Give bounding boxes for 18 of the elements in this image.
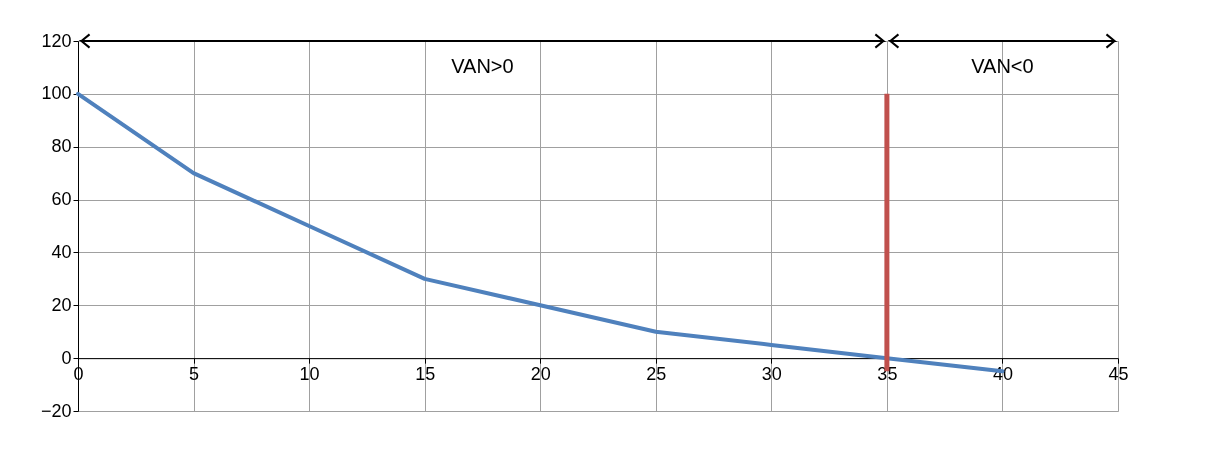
annotation: VAN<0 — [971, 55, 1034, 78]
y-tick-label: 20 — [51, 294, 72, 315]
y-tick-label: 100 — [41, 83, 72, 104]
x-tick-label: 5 — [189, 363, 200, 384]
x-tick-label: 10 — [299, 363, 320, 384]
y-tick-label: −20 — [40, 400, 72, 421]
x-tick-label: 45 — [1108, 363, 1129, 384]
x-tick-label: 30 — [761, 363, 782, 384]
annotation: VAN>0 — [451, 55, 514, 78]
y-tick-label: 60 — [51, 189, 72, 210]
y-tick-label: 0 — [61, 347, 72, 368]
y-tick-label: 40 — [51, 241, 72, 262]
x-tick-label: 20 — [530, 363, 551, 384]
x-tick-label: 25 — [646, 363, 667, 384]
y-tick-label: 80 — [51, 136, 72, 157]
y-tick-label: 120 — [41, 30, 72, 51]
x-tick-label: 15 — [415, 363, 436, 384]
x-tick-label: 35 — [877, 363, 898, 384]
